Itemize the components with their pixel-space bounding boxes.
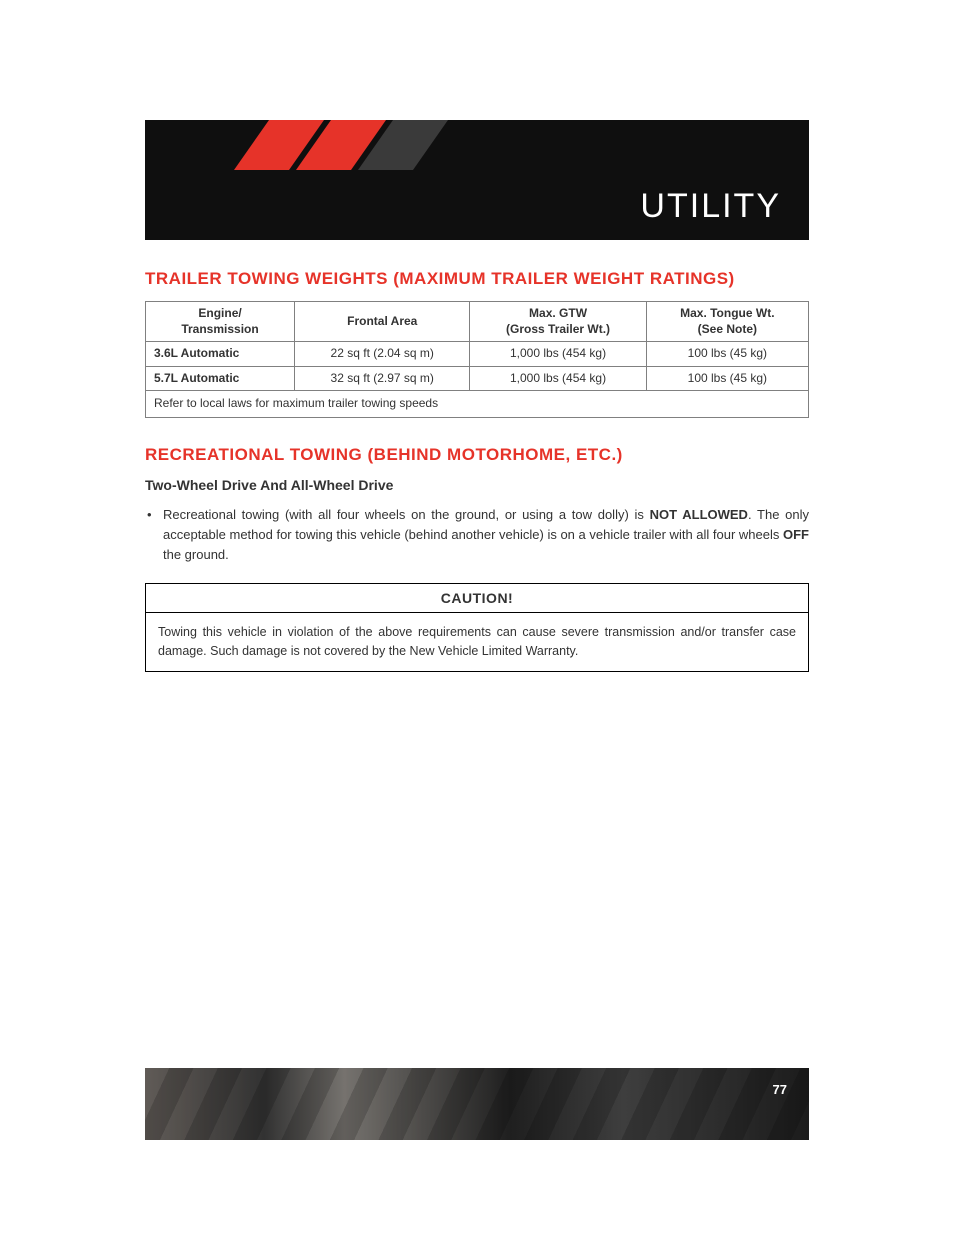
cell-tongue-1: 100 lbs (45 kg) — [646, 366, 808, 391]
col-engine: Engine/ Transmission — [146, 301, 295, 341]
cell-gtw-1: 1,000 lbs (454 kg) — [470, 366, 646, 391]
section-banner: UTILITY — [145, 120, 809, 240]
table-footnote: Refer to local laws for maximum trailer … — [146, 391, 809, 418]
table-footnote-row: Refer to local laws for maximum trailer … — [146, 391, 809, 418]
col-tongue-l2: (See Note) — [698, 322, 757, 336]
cell-gtw-0: 1,000 lbs (454 kg) — [470, 342, 646, 367]
heading-recreational-towing: RECREATIONAL TOWING (BEHIND MOTORHOME, E… — [145, 444, 809, 467]
bullet-post: the ground. — [163, 547, 229, 562]
col-gtw-l1: Max. GTW — [529, 306, 587, 320]
col-frontal-area: Frontal Area — [295, 301, 470, 341]
bullet-list: Recreational towing (with all four wheel… — [145, 505, 809, 565]
col-engine-l1: Engine/ — [198, 306, 241, 320]
page-number: 77 — [773, 1082, 787, 1097]
col-gtw-l2: (Gross Trailer Wt.) — [506, 322, 610, 336]
cell-frontal-0: 22 sq ft (2.04 sq m) — [295, 342, 470, 367]
col-tongue-l1: Max. Tongue Wt. — [680, 306, 774, 320]
col-engine-l2: Transmission — [181, 322, 258, 336]
banner-title: UTILITY — [640, 187, 781, 226]
cell-engine-0: 3.6L Automatic — [146, 342, 295, 367]
cell-tongue-0: 100 lbs (45 kg) — [646, 342, 808, 367]
table-row: 5.7L Automatic 32 sq ft (2.97 sq m) 1,00… — [146, 366, 809, 391]
bullet-bold-not-allowed: NOT ALLOWED — [650, 507, 748, 522]
col-tongue: Max. Tongue Wt. (See Note) — [646, 301, 808, 341]
caution-title: CAUTION! — [146, 584, 808, 613]
table-row: 3.6L Automatic 22 sq ft (2.04 sq m) 1,00… — [146, 342, 809, 367]
list-item: Recreational towing (with all four wheel… — [145, 505, 809, 565]
subheading-drive-types: Two-Wheel Drive And All-Wheel Drive — [145, 477, 809, 493]
caution-body: Towing this vehicle in violation of the … — [146, 613, 808, 671]
cell-frontal-1: 32 sq ft (2.97 sq m) — [295, 366, 470, 391]
bullet-pre: Recreational towing (with all four wheel… — [163, 507, 650, 522]
footer-image-strip: 77 — [145, 1068, 809, 1140]
table-header-row: Engine/ Transmission Frontal Area Max. G… — [146, 301, 809, 341]
col-frontal-l1: Frontal Area — [347, 314, 417, 328]
cell-engine-1: 5.7L Automatic — [146, 366, 295, 391]
towing-weights-table: Engine/ Transmission Frontal Area Max. G… — [145, 301, 809, 418]
heading-trailer-towing: TRAILER TOWING WEIGHTS (MAXIMUM TRAILER … — [145, 268, 809, 291]
caution-box: CAUTION! Towing this vehicle in violatio… — [145, 583, 809, 672]
col-gtw: Max. GTW (Gross Trailer Wt.) — [470, 301, 646, 341]
page-content: UTILITY TRAILER TOWING WEIGHTS (MAXIMUM … — [0, 0, 954, 672]
bullet-bold-off: OFF — [783, 527, 809, 542]
